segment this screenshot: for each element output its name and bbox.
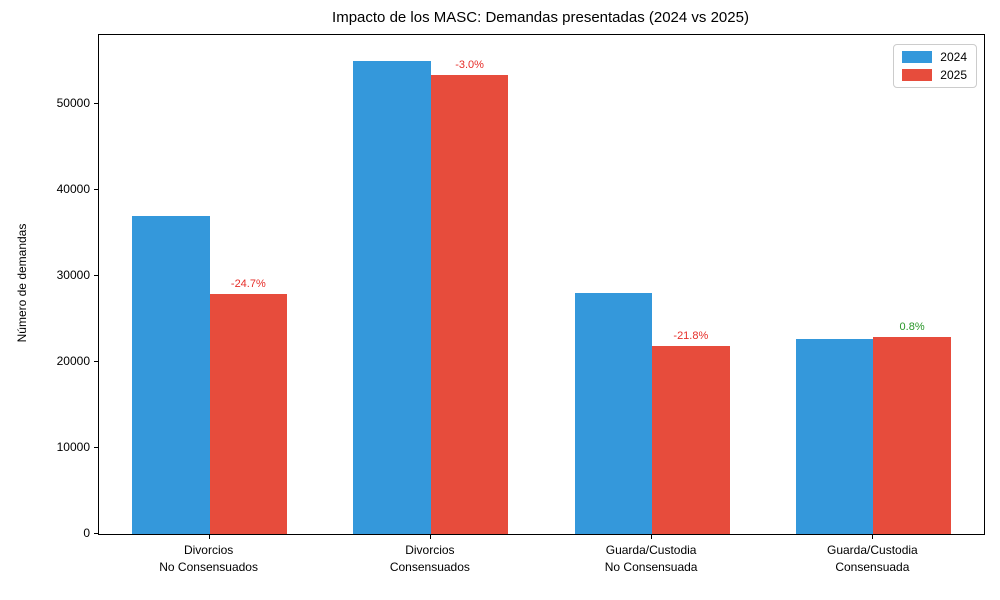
y-tick-label: 0	[83, 526, 90, 540]
x-tick-label: Guarda/Custodia No Consensuada	[540, 542, 762, 576]
x-tick-label: Guarda/Custodia Consensuada	[761, 542, 983, 576]
x-tick-mark	[208, 535, 210, 539]
y-tick-label: 40000	[56, 181, 90, 196]
x-tick-mark	[429, 535, 431, 539]
y-tick-label: 20000	[56, 353, 90, 368]
y-tick-mark	[94, 533, 98, 534]
chart-title: Impacto de los MASC: Demandas presentada…	[332, 9, 749, 26]
legend-label: 2024	[940, 50, 967, 64]
y-tick-mark	[94, 360, 98, 362]
legend-entry-2025: 2025	[902, 68, 967, 82]
x-tick-label-line: Consensuada	[835, 560, 910, 574]
x-tick-label: Divorcios No Consensuados	[98, 542, 320, 576]
pct-change-label: 0.8%	[899, 321, 925, 334]
x-tick-mark	[651, 535, 653, 539]
pct-change-label: -3.0%	[455, 59, 484, 72]
x-tick-label-line: No Consensuados	[159, 560, 258, 574]
bar-2025	[873, 337, 951, 534]
y-tick-mark	[94, 274, 98, 276]
y-tick-label: 30000	[56, 267, 90, 282]
x-tick-label-line: No Consensuada	[604, 560, 698, 574]
y-tick-label: 10000	[56, 439, 90, 454]
bar-2024	[574, 293, 653, 534]
x-tick-label-line: Divorcios	[183, 543, 234, 557]
legend-label: 2025	[940, 68, 967, 82]
y-tick-mark	[94, 188, 98, 190]
x-tick-label: Divorcios Consensuados	[319, 542, 541, 576]
bar-2024	[795, 338, 874, 534]
y-tick-mark	[94, 446, 98, 448]
x-tick-label-line: Guarda/Custodia	[827, 543, 918, 557]
x-tick-label-line: Consensuados	[389, 560, 470, 574]
x-tick-label-line: Guarda/Custodia	[605, 543, 697, 557]
pct-change-label: -21.8%	[673, 329, 709, 342]
legend-color-patch	[902, 69, 933, 81]
x-tick-label-line: Divorcios	[405, 543, 455, 557]
bar-2025	[430, 75, 509, 534]
plot-area: -24.7% -3.0% -21.8% 0.8%	[98, 34, 985, 535]
bar-2024	[353, 60, 431, 534]
bar-2025	[209, 294, 288, 534]
bar-2024	[132, 215, 210, 534]
legend-entry-2024: 2024	[902, 50, 967, 64]
legend-color-patch	[902, 51, 933, 63]
y-tick-label: 50000	[56, 95, 90, 110]
x-tick-mark	[872, 535, 874, 539]
y-tick-mark	[94, 102, 98, 104]
pct-change-label: -24.7%	[230, 278, 266, 291]
bar-2025	[652, 345, 730, 534]
legend: 2024 2025	[893, 44, 977, 88]
